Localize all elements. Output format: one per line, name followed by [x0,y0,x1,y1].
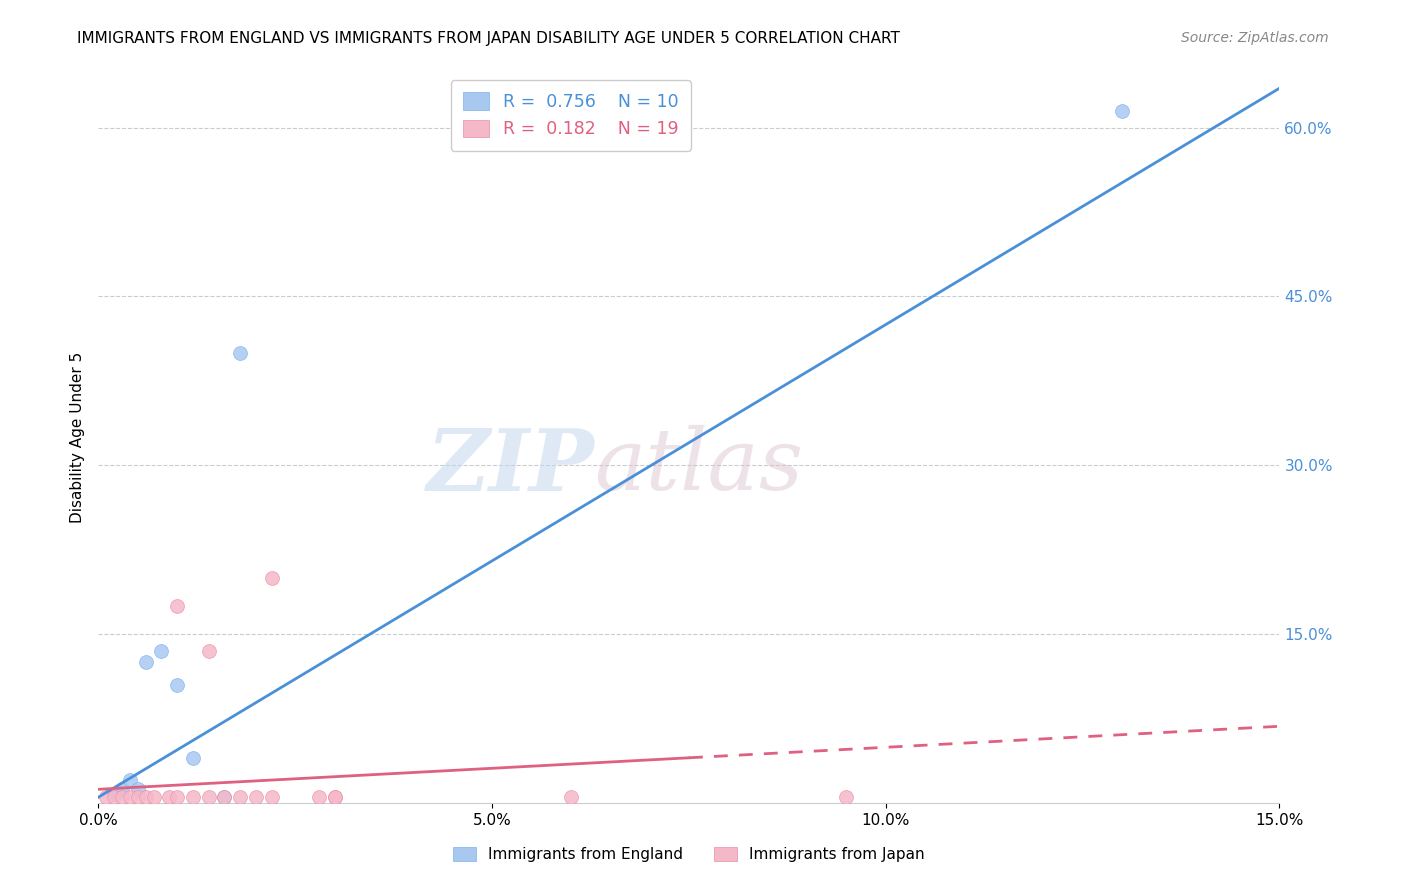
Point [181,751,204,765]
Point [560,790,582,805]
Point [260,571,283,585]
Point [111,790,134,805]
Point [181,790,204,805]
Point [229,790,252,805]
Point [245,790,267,805]
Point [96,790,118,805]
Legend: Immigrants from England, Immigrants from Japan: Immigrants from England, Immigrants from… [447,841,931,868]
Point [166,678,188,692]
Point [214,790,236,805]
Point [135,655,157,669]
Point [118,773,141,788]
Point [166,790,188,805]
Text: atlas: atlas [595,425,804,508]
Point [197,790,219,805]
Point [197,644,219,658]
Point [323,790,346,805]
Text: IMMIGRANTS FROM ENGLAND VS IMMIGRANTS FROM JAPAN DISABILITY AGE UNDER 5 CORRELAT: IMMIGRANTS FROM ENGLAND VS IMMIGRANTS FR… [77,31,900,46]
Text: ZIP: ZIP [426,425,595,508]
Point [103,787,125,801]
Point [214,790,236,805]
Point [150,644,173,658]
Point [323,790,346,805]
Y-axis label: Disability Age Under 5: Disability Age Under 5 [69,351,84,523]
Point [142,790,165,805]
Point [157,790,180,805]
Point [135,790,157,805]
Point [118,790,141,805]
Text: Source: ZipAtlas.com: Source: ZipAtlas.com [1181,31,1329,45]
Point [1111,103,1133,118]
Point [260,790,283,805]
Point [127,790,149,805]
Point [103,790,125,805]
Point [308,790,330,805]
Point [166,599,188,613]
Point [835,790,858,805]
Point [229,345,252,359]
Point [127,782,149,797]
Point [111,782,134,797]
